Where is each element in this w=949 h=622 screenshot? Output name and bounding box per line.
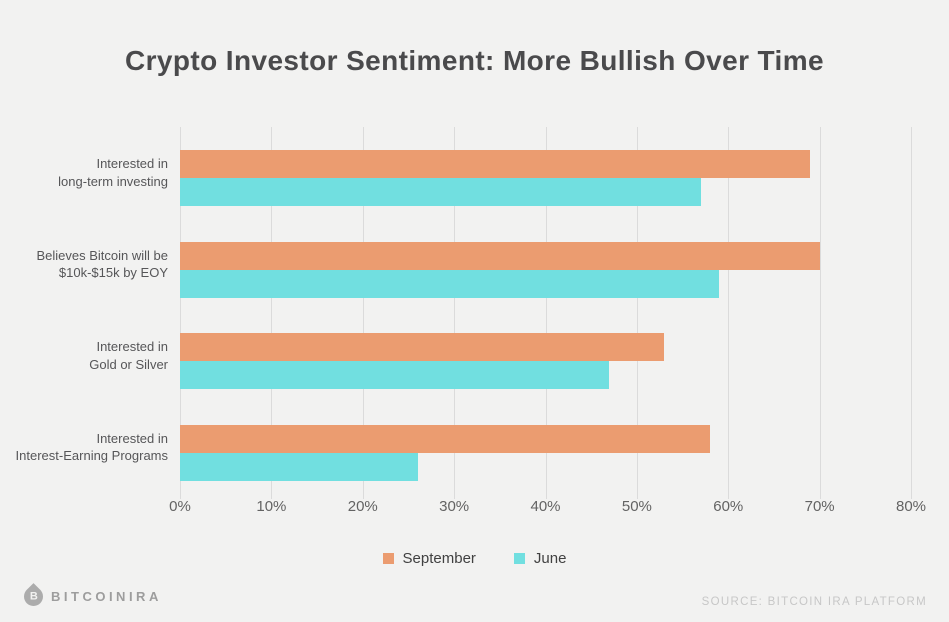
bar-group-2 (180, 310, 911, 402)
legend-label: September (402, 550, 476, 567)
bar-september-0 (180, 150, 811, 178)
x-tick-label: 40% (530, 498, 561, 515)
chart-title: Crypto Investor Sentiment: More Bullish … (125, 45, 824, 76)
x-tick-label: 30% (439, 498, 470, 515)
x-tick-label: 50% (621, 498, 652, 515)
gridline-0% (180, 127, 181, 499)
gridline-70% (819, 127, 821, 499)
x-tick-label: 60% (713, 498, 744, 515)
legend-swatch-icon (513, 553, 525, 564)
brand-logo: B BITCOINIRA (20, 583, 162, 610)
bar-september-2 (180, 333, 665, 361)
bar-group-0 (180, 127, 911, 219)
brand-name: BITCOINIRA (51, 589, 162, 604)
legend-label: June (533, 550, 567, 567)
bitcoin-shield-icon: B (20, 583, 47, 610)
category-label-1: Believes Bitcoin will be $10k-$15k by EO… (36, 247, 168, 281)
x-tick-label: 80% (895, 498, 927, 515)
x-tick-label: 70% (804, 498, 835, 515)
category-label-3: Interested in Interest-Earning Programs (15, 430, 168, 464)
bar-group-3 (180, 402, 911, 494)
bar-june-2 (180, 361, 610, 389)
bar-september-1 (180, 241, 820, 270)
bitcoin-letter: B (29, 589, 38, 602)
category-labels: Interested in long-term investing Believe… (0, 127, 168, 493)
legend-item-september: September (382, 550, 476, 567)
source-attribution: SOURCE: BITCOIN IRA PLATFORM (701, 596, 927, 608)
bar-rows (180, 127, 911, 493)
gridline-80% (911, 127, 912, 499)
x-axis: 0% 10% 20% 30% 40% 50% 60% 70% 80% (169, 498, 926, 518)
bar-june-3 (180, 452, 418, 481)
bar-june-1 (180, 269, 720, 298)
legend-item-june: June (513, 550, 567, 567)
gridline-20% (362, 127, 364, 499)
bar-june-0 (180, 178, 701, 206)
x-tick-label: 10% (256, 498, 287, 515)
x-tick-label: 20% (347, 498, 378, 515)
gridline-40% (545, 127, 547, 499)
legend: September June (0, 550, 949, 567)
bar-group-1 (180, 219, 911, 311)
gridline-30% (454, 127, 456, 499)
plot-area (180, 127, 912, 499)
gridline-10% (271, 127, 273, 499)
x-tick-label: 0% (169, 498, 191, 515)
category-label-2: Interested in Gold or Silver (89, 339, 168, 372)
legend-swatch-icon (382, 553, 394, 564)
category-label-0: Interested in long-term investing (58, 156, 168, 189)
gridline-60% (728, 127, 730, 499)
bar-september-3 (180, 424, 710, 453)
gridline-50% (636, 127, 638, 499)
